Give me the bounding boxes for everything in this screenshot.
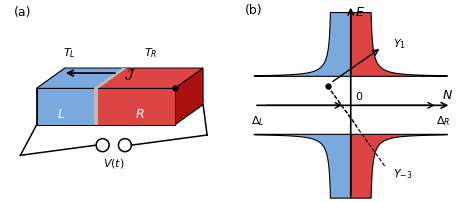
Text: (b): (b) bbox=[245, 4, 262, 17]
Text: $\Delta_L$: $\Delta_L$ bbox=[251, 114, 265, 127]
Polygon shape bbox=[351, 14, 447, 77]
Polygon shape bbox=[36, 89, 96, 125]
Text: (a): (a) bbox=[14, 6, 32, 19]
Text: $\mathcal{J}$: $\mathcal{J}$ bbox=[124, 68, 136, 82]
Text: $N$: $N$ bbox=[442, 89, 453, 102]
Text: $\Delta_R$: $\Delta_R$ bbox=[437, 114, 451, 127]
Text: $T_L$: $T_L$ bbox=[63, 46, 75, 60]
Polygon shape bbox=[96, 69, 203, 89]
Polygon shape bbox=[36, 105, 203, 125]
Polygon shape bbox=[36, 69, 65, 125]
Polygon shape bbox=[93, 69, 127, 89]
Polygon shape bbox=[254, 14, 351, 77]
Text: $R$: $R$ bbox=[136, 108, 145, 121]
Polygon shape bbox=[96, 89, 174, 125]
Polygon shape bbox=[254, 135, 351, 198]
Text: $V(t)$: $V(t)$ bbox=[103, 157, 125, 169]
Polygon shape bbox=[36, 69, 124, 89]
Text: $Y_1$: $Y_1$ bbox=[393, 37, 406, 51]
Text: $L$: $L$ bbox=[57, 108, 65, 121]
Polygon shape bbox=[93, 89, 99, 125]
Text: $Y_{-3}$: $Y_{-3}$ bbox=[393, 166, 413, 180]
Text: $E$: $E$ bbox=[355, 6, 365, 19]
Polygon shape bbox=[351, 135, 447, 198]
Text: $0$: $0$ bbox=[355, 89, 363, 101]
Text: $T_R$: $T_R$ bbox=[144, 46, 157, 60]
Polygon shape bbox=[174, 69, 203, 125]
